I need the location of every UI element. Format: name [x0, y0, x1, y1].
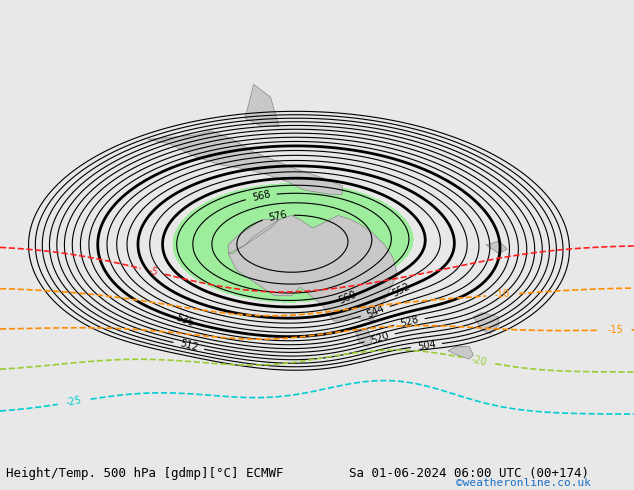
Text: ©weatheronline.co.uk: ©weatheronline.co.uk	[456, 478, 592, 488]
Text: 576: 576	[268, 210, 288, 223]
Text: 552: 552	[390, 281, 411, 298]
Text: 544: 544	[365, 303, 385, 319]
Polygon shape	[228, 216, 398, 321]
Polygon shape	[245, 84, 279, 126]
Text: 504: 504	[417, 339, 436, 352]
Text: -15: -15	[607, 325, 623, 335]
Text: -20: -20	[470, 354, 488, 368]
Text: 568: 568	[251, 189, 271, 203]
Text: 560: 560	[337, 289, 358, 306]
Polygon shape	[355, 330, 372, 346]
Text: -10: -10	[495, 289, 511, 300]
Text: 520: 520	[369, 330, 390, 345]
Polygon shape	[148, 131, 342, 194]
Text: -25: -25	[65, 395, 83, 408]
Text: 536: 536	[174, 313, 195, 328]
Polygon shape	[486, 241, 507, 253]
Text: Height/Temp. 500 hPa [gdmp][°C] ECMWF: Height/Temp. 500 hPa [gdmp][°C] ECMWF	[6, 467, 284, 480]
Polygon shape	[448, 346, 474, 359]
Text: 528: 528	[399, 315, 420, 329]
Text: Sa 01-06-2024 06:00 UTC (00+174): Sa 01-06-2024 06:00 UTC (00+174)	[349, 467, 589, 480]
Text: -5: -5	[146, 265, 158, 277]
Text: 512: 512	[178, 339, 199, 353]
Polygon shape	[474, 313, 499, 334]
